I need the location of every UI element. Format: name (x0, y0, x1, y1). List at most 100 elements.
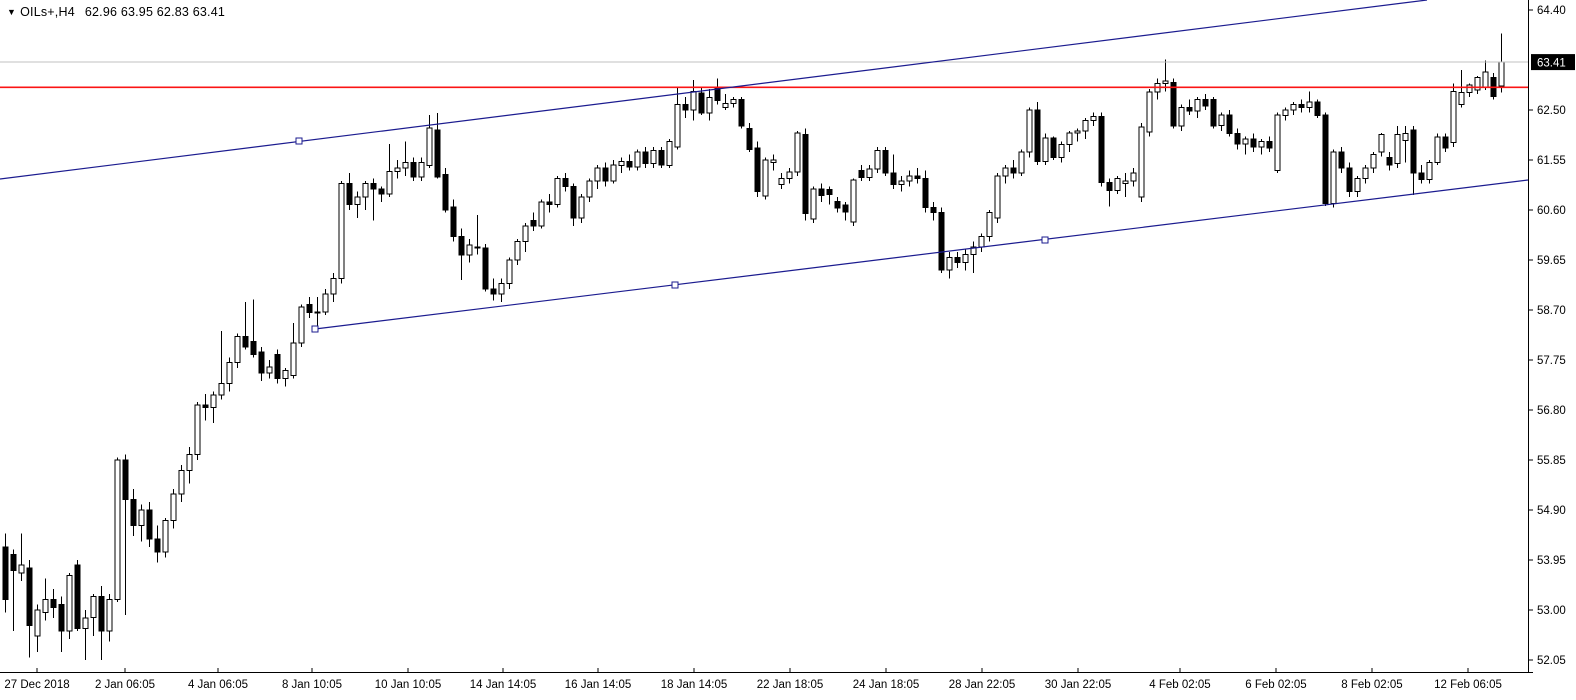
bull-candle-body (970, 246, 977, 256)
bear-candle-body (474, 246, 481, 249)
bull-candle-body (994, 175, 1001, 219)
bear-candle-body (890, 172, 897, 186)
bear-candle-body (754, 147, 761, 193)
bear-candle-body (442, 174, 449, 211)
y-axis-label: 54.90 (1537, 505, 1566, 517)
bear-candle-body (434, 129, 441, 178)
bull-candle-body (426, 127, 433, 166)
x-axis-label: 18 Jan 14:05 (661, 679, 728, 691)
bear-candle-body (50, 598, 57, 608)
bull-candle-body (498, 283, 505, 295)
bull-candle-body (1066, 132, 1073, 146)
bull-candle-body (1306, 101, 1313, 108)
y-axis-label: 61.55 (1537, 155, 1566, 167)
bull-candle-body (1354, 177, 1361, 193)
bull-candle-body (362, 183, 369, 198)
trendline-handle[interactable] (671, 281, 679, 289)
bull-candle-body (706, 96, 713, 114)
bull-candle-body (610, 164, 617, 182)
bear-candle-body (738, 99, 745, 127)
bull-candle-body (1114, 177, 1121, 191)
bull-candle-body (1482, 71, 1489, 88)
y-axis-label: 62.50 (1537, 105, 1566, 117)
bull-candle-body (874, 150, 881, 170)
bull-candle-body (634, 151, 641, 168)
bear-candle-body (1346, 167, 1353, 193)
y-axis-label: 53.00 (1537, 605, 1566, 617)
bull-candle-body (42, 598, 49, 614)
bear-candle-body (658, 150, 665, 166)
x-axis-label: 14 Jan 14:05 (470, 679, 537, 691)
bear-candle-body (122, 459, 129, 500)
bull-candle-body (466, 244, 473, 256)
x-axis-label: 16 Jan 14:05 (565, 679, 632, 691)
bear-candle-body (562, 177, 569, 187)
channel-upper-trendline[interactable] (0, 0, 1428, 180)
x-axis-label: 2 Jan 06:05 (95, 679, 155, 691)
bull-candle-body (1218, 114, 1225, 127)
bull-candle-body (1026, 109, 1033, 153)
bull-candle-body (298, 306, 305, 344)
bull-candle-body (794, 132, 801, 173)
bear-candle-body (1210, 99, 1217, 127)
bull-candle-body (986, 212, 993, 237)
bull-candle-body (810, 188, 817, 220)
bear-candle-body (922, 177, 929, 208)
bull-candle-body (1178, 106, 1185, 127)
bear-candle-body (746, 127, 753, 150)
bull-candle-body (90, 596, 97, 619)
bull-candle-body (554, 177, 561, 206)
bear-candle-body (834, 201, 841, 209)
bull-candle-body (1258, 141, 1265, 148)
bull-candle-body (418, 162, 425, 178)
bull-candle-body (1122, 180, 1129, 185)
bull-candle-body (1242, 138, 1249, 145)
trendline-handle[interactable] (295, 137, 303, 145)
bull-candle-body (514, 241, 521, 261)
x-axis-label: 8 Feb 02:05 (1341, 679, 1402, 691)
bull-candle-body (674, 104, 681, 148)
bull-candle-body (218, 383, 225, 396)
bull-candle-body (314, 311, 321, 314)
bull-candle-body (282, 370, 289, 379)
bull-candle-body (1162, 80, 1169, 85)
bull-candle-body (394, 167, 401, 173)
bull-candle-body (1362, 167, 1369, 179)
bear-candle-body (74, 564, 81, 629)
bull-candle-body (1130, 172, 1137, 182)
bear-candle-body (458, 235, 465, 256)
trendline-handle[interactable] (311, 325, 319, 333)
bear-candle-body (1202, 99, 1209, 107)
y-axis-label: 59.65 (1537, 255, 1566, 267)
bull-candle-body (522, 225, 529, 243)
bear-candle-body (378, 188, 385, 195)
bull-candle-body (690, 91, 697, 111)
bull-candle-body (1290, 104, 1297, 111)
bull-candle-body (82, 617, 89, 629)
bull-candle-body (770, 159, 777, 164)
bear-candle-body (1442, 136, 1449, 149)
trendline-handle[interactable] (1041, 236, 1049, 244)
y-axis-label: 52.05 (1537, 655, 1566, 667)
y-axis-label: 53.95 (1537, 555, 1566, 567)
channel-lower-trendline[interactable] (314, 179, 1529, 330)
bull-candle-body (1394, 134, 1401, 165)
bull-candle-body (34, 609, 41, 637)
bear-candle-body (1106, 182, 1113, 192)
bull-candle-body (354, 196, 361, 206)
bull-candle-body (1274, 114, 1281, 171)
bull-candle-body (1082, 120, 1089, 132)
y-axis-label: 58.70 (1537, 305, 1566, 317)
candles-layer (2, 33, 1505, 660)
bull-candle-body (226, 362, 233, 385)
bear-candle-body (98, 596, 105, 632)
bull-candle-body (786, 171, 793, 179)
bull-candle-body (898, 180, 905, 186)
bear-candle-body (570, 185, 577, 219)
bull-candle-body (778, 177, 785, 186)
bull-candle-body (1146, 91, 1153, 133)
symbol-dropdown-triangle-icon[interactable]: ▼ (7, 7, 17, 17)
bear-candle-body (26, 567, 33, 627)
x-axis-label: 12 Feb 06:05 (1434, 679, 1502, 691)
